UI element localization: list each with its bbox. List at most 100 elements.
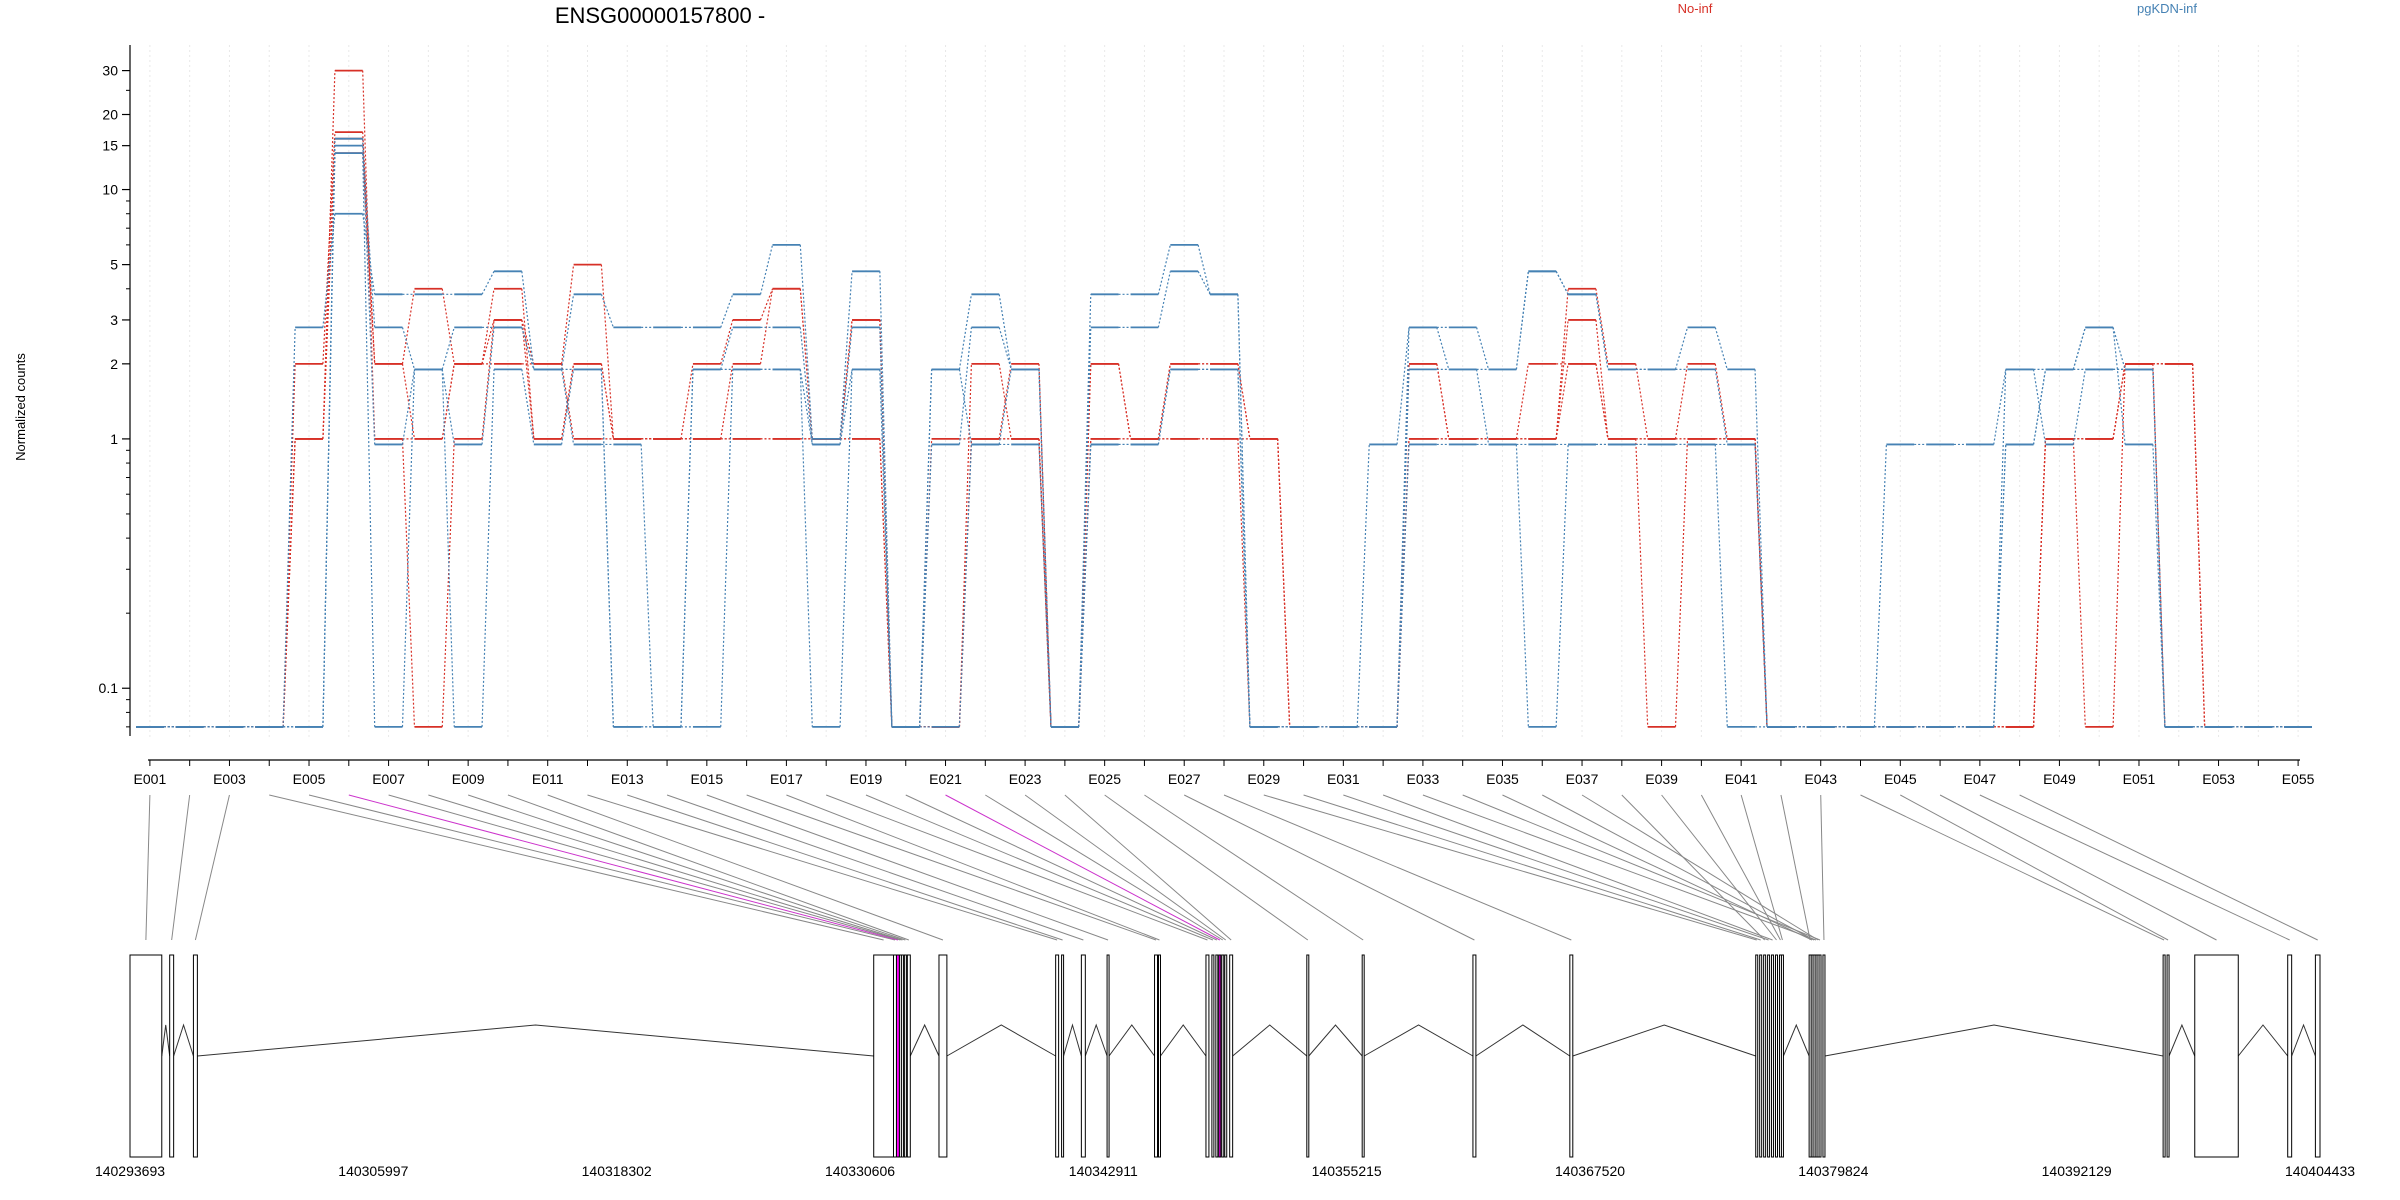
x-tick-label: E043 bbox=[1804, 771, 1837, 787]
exon-connector bbox=[865, 794, 1214, 941]
exon-connector bbox=[308, 794, 896, 941]
intron bbox=[1108, 1024, 1155, 1057]
series-transition bbox=[2112, 327, 2126, 370]
series-transition bbox=[1555, 363, 1569, 439]
exon-connector bbox=[388, 794, 901, 941]
exon-connector bbox=[2019, 794, 2318, 941]
intron bbox=[2291, 1023, 2316, 1057]
series-transition bbox=[1078, 444, 1092, 727]
series-transition bbox=[1475, 369, 1490, 445]
series-transition bbox=[998, 294, 1012, 370]
exon-box bbox=[873, 954, 894, 1158]
series-transition bbox=[680, 363, 694, 439]
exon-connector bbox=[467, 794, 906, 941]
series-transition bbox=[1356, 444, 1370, 727]
gene-model bbox=[129, 954, 2321, 1158]
series-transition bbox=[561, 369, 575, 445]
exon-box bbox=[938, 954, 948, 1158]
series-transition bbox=[441, 288, 455, 364]
series-transition bbox=[998, 369, 1012, 445]
series-group bbox=[136, 69, 2312, 728]
series-transition bbox=[322, 132, 336, 364]
series-transition bbox=[401, 369, 416, 727]
exon-box bbox=[1080, 954, 1086, 1158]
exon-box bbox=[192, 954, 198, 1158]
series-transition bbox=[919, 369, 933, 727]
exon-box bbox=[1822, 954, 1826, 1158]
series-transition bbox=[521, 271, 535, 370]
exon-connector bbox=[1542, 794, 1815, 941]
exon-connector bbox=[746, 794, 1157, 941]
y-tick-label: 1 bbox=[110, 431, 118, 447]
x-axis: E001 E003 E005 E007 E009 E011 E013 E015 E017 E019… bbox=[134, 759, 2315, 787]
exon-box bbox=[1816, 954, 1820, 1158]
series-transition bbox=[998, 363, 1012, 439]
series-transition bbox=[600, 363, 614, 439]
exon-box bbox=[1229, 954, 1234, 1158]
series-transition bbox=[879, 327, 893, 727]
exon-box bbox=[2287, 954, 2293, 1158]
x-tick-label: E031 bbox=[1327, 771, 1360, 787]
intron bbox=[1232, 1024, 1308, 1057]
series-transition bbox=[401, 327, 416, 370]
series-transition bbox=[1515, 363, 1529, 439]
exon-connector bbox=[706, 794, 1109, 941]
series-transition bbox=[1476, 327, 1490, 370]
exon-box bbox=[1808, 954, 1812, 1158]
series-transition bbox=[1157, 363, 1171, 439]
series-transition bbox=[600, 264, 614, 439]
x-tick-label: E005 bbox=[293, 771, 326, 787]
series-transition bbox=[958, 369, 973, 445]
genomic-tick-label: 140355215 bbox=[1312, 1163, 1382, 1179]
y-tick-label: 15 bbox=[102, 138, 118, 154]
intron bbox=[1160, 1024, 1207, 1057]
genomic-tick-label: 140342911 bbox=[1069, 1163, 1138, 1179]
series-transition bbox=[1078, 327, 1092, 727]
series-transition bbox=[1436, 327, 1450, 370]
series-transition bbox=[998, 363, 1012, 439]
genomic-tick-label: 140305997 bbox=[338, 1163, 408, 1179]
series-transition bbox=[401, 363, 416, 439]
exon-box bbox=[1775, 954, 1779, 1158]
x-tick-label: E011 bbox=[532, 771, 564, 787]
exon-connector bbox=[1621, 794, 1765, 941]
y-tick-label: 3 bbox=[110, 312, 118, 328]
exon-connector bbox=[1740, 794, 1783, 941]
series-transition bbox=[759, 288, 774, 321]
series-transition bbox=[2072, 369, 2086, 445]
exon-connector bbox=[786, 794, 1160, 941]
series-transition bbox=[958, 294, 973, 370]
intron bbox=[1063, 1023, 1082, 1057]
series-transition bbox=[401, 288, 416, 364]
exon-connector bbox=[269, 794, 884, 941]
series-transition bbox=[561, 264, 575, 364]
x-tick-label: E037 bbox=[1566, 771, 1599, 787]
intron bbox=[1475, 1024, 1571, 1057]
exon-box bbox=[903, 954, 907, 1158]
series-transition bbox=[1674, 363, 1689, 439]
exon-connector bbox=[1024, 794, 1227, 941]
exon-box bbox=[1780, 954, 1784, 1158]
exon-connector bbox=[1661, 794, 1777, 941]
exon-connector bbox=[1581, 794, 1819, 941]
exon-box bbox=[1211, 954, 1215, 1158]
y-axis-label: Normalized counts bbox=[13, 353, 28, 461]
exon-connector bbox=[1104, 794, 1309, 941]
series-transition bbox=[1993, 444, 2007, 727]
series-transition bbox=[2152, 444, 2166, 727]
series-transition bbox=[2072, 327, 2086, 370]
exon-connector-lines bbox=[145, 794, 2318, 941]
x-tick-label: E055 bbox=[2282, 771, 2315, 787]
exon-box bbox=[1218, 954, 1222, 1158]
series-transition bbox=[521, 288, 535, 439]
series-transition bbox=[1277, 438, 1291, 727]
series-transition bbox=[322, 145, 336, 727]
exon-connector bbox=[1263, 794, 1757, 941]
exon-box bbox=[2162, 954, 2166, 1158]
intron bbox=[197, 1024, 874, 1057]
x-tick-label: E021 bbox=[929, 771, 962, 787]
x-tick-label: E009 bbox=[452, 771, 485, 787]
exon-connector bbox=[348, 794, 899, 941]
exon-connector bbox=[587, 794, 1058, 941]
exon-box bbox=[1205, 954, 1210, 1158]
